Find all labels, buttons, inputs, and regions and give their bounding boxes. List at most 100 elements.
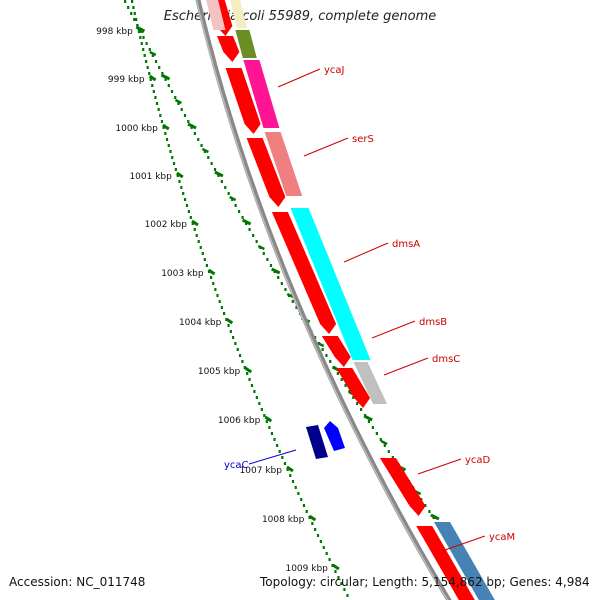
minor-tick-dot	[193, 132, 196, 135]
tick-label: 1006 kbp	[218, 416, 261, 426]
minor-tick-dot	[273, 438, 276, 441]
minor-tick-dot	[164, 132, 167, 135]
minor-tick-dot	[311, 522, 314, 525]
minor-tick-dot	[189, 216, 192, 219]
minor-tick-dot	[172, 162, 176, 165]
minor-tick-dot	[169, 150, 172, 153]
minor-tick-dot	[158, 66, 161, 69]
backbone-layer	[195, 0, 452, 600]
mid-tick	[229, 195, 237, 202]
minor-tick-dot	[200, 144, 203, 147]
minor-tick-dot	[383, 444, 386, 447]
minor-tick-dot	[154, 96, 157, 99]
minor-tick-dot	[220, 180, 223, 183]
major-tick	[207, 268, 216, 276]
tick-label: 1005 kbp	[198, 367, 241, 377]
minor-tick-dot	[210, 276, 213, 279]
minor-tick-dot	[260, 408, 263, 411]
minor-tick-dot	[183, 198, 187, 201]
minor-tick-dot	[205, 264, 209, 267]
cds-feature	[379, 458, 426, 516]
cds-feature	[416, 526, 475, 600]
gene-label-leader	[343, 242, 389, 263]
minor-tick-dot	[270, 432, 274, 435]
minor-tick-dot	[356, 402, 359, 405]
major-tick	[308, 514, 317, 522]
minor-tick-dot	[197, 240, 200, 243]
genome-title: Escherichia coli 55989, complete genome	[163, 9, 437, 24]
minor-tick-dot	[375, 432, 378, 435]
minor-tick-dot	[252, 234, 255, 237]
minor-tick-dot	[428, 510, 431, 513]
minor-tick-dot	[157, 108, 160, 111]
minor-tick-dot	[136, 24, 139, 27]
minor-tick-dot	[146, 66, 149, 69]
minor-tick-dot	[191, 222, 194, 225]
minor-tick-dot	[124, 0, 127, 3]
minor-tick-dot	[289, 474, 292, 477]
gene-label: ycaM	[489, 532, 515, 543]
minor-tick-dot	[268, 426, 271, 429]
cds-feature	[246, 138, 286, 207]
mid-tick	[380, 439, 388, 446]
minor-tick-dot	[280, 282, 283, 285]
minor-tick-dot	[155, 102, 159, 105]
gene-label-leader	[383, 357, 429, 376]
mid-tick	[201, 147, 209, 154]
minor-tick-dot	[216, 294, 219, 297]
minor-tick-dot	[210, 162, 213, 165]
tick-label: 998 kbp	[96, 27, 133, 37]
minor-tick-dot	[262, 252, 265, 255]
cds-feature	[217, 36, 240, 62]
minor-tick-dot	[161, 72, 164, 75]
gene-feature-magenta	[243, 60, 280, 128]
backbone-highlight	[195, 0, 449, 600]
mid-tick	[174, 98, 182, 105]
minor-tick-dot	[300, 498, 303, 501]
major-tick	[187, 122, 197, 130]
minor-tick-dot	[291, 480, 295, 483]
minor-tick-dot	[180, 186, 183, 189]
minor-tick-dot	[217, 174, 220, 177]
gene-feature-salmon	[264, 132, 303, 196]
minor-tick-dot	[269, 264, 273, 267]
minor-tick-dot	[220, 306, 223, 309]
gene-label-leader	[371, 320, 416, 339]
tick-label: 1004 kbp	[179, 318, 222, 328]
gene-label: dmsC	[432, 354, 460, 365]
minor-tick-dot	[199, 246, 202, 249]
minor-tick-dot	[295, 306, 298, 309]
ycaC-cds-feature	[324, 421, 345, 451]
major-tick	[148, 74, 157, 82]
tick-label: 1001 kbp	[129, 172, 172, 182]
minor-tick-dot	[236, 348, 239, 351]
minor-tick-dot	[424, 504, 427, 507]
gene-feature-steelblue	[434, 522, 495, 600]
minor-tick-dot	[145, 42, 148, 45]
minor-tick-dot	[248, 228, 251, 231]
minor-tick-dot	[137, 30, 141, 33]
minor-tick-dot	[195, 234, 198, 237]
minor-tick-dot	[336, 372, 339, 375]
minor-tick-dot	[142, 48, 145, 51]
minor-tick-dot	[159, 114, 162, 117]
minor-tick-dot	[164, 78, 167, 81]
major-tick	[160, 73, 171, 81]
cds-feature	[225, 68, 261, 134]
gene-label: dmsA	[392, 239, 420, 250]
minor-tick-dot	[305, 510, 308, 513]
minor-tick-dot	[314, 528, 317, 531]
minor-tick-dot	[329, 360, 332, 363]
tick-label: 1008 kbp	[262, 515, 305, 525]
minor-tick-dot	[367, 420, 371, 423]
cds-feature	[271, 212, 337, 334]
minor-tick-dot	[178, 180, 181, 183]
minor-tick-dot	[340, 378, 343, 381]
major-tick	[176, 171, 184, 179]
minor-tick-dot	[253, 390, 256, 393]
minor-tick-dot	[190, 126, 193, 129]
minor-tick-dot	[133, 12, 136, 15]
minor-tick-dot	[160, 120, 164, 123]
minor-tick-dot	[187, 210, 190, 213]
